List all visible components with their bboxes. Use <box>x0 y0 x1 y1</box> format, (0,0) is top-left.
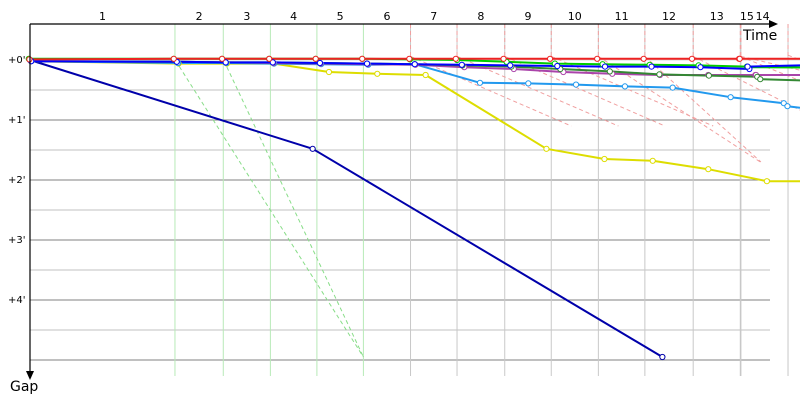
series-point <box>411 61 418 68</box>
lap-label: 13 <box>710 10 724 23</box>
series-point <box>406 55 413 62</box>
series-point <box>309 145 316 152</box>
lap-label: 5 <box>337 10 344 23</box>
lap-label: 11 <box>615 10 629 23</box>
series-point <box>688 55 696 62</box>
series-point <box>736 55 743 62</box>
series-layer <box>28 57 800 358</box>
y-axis-arrow-icon <box>26 371 34 380</box>
series-point <box>594 55 601 62</box>
series-point <box>697 64 704 71</box>
lap-label: 7 <box>430 10 437 23</box>
gap-label: +4' <box>8 295 26 306</box>
series-point <box>452 55 459 62</box>
series-point <box>648 63 655 70</box>
series-point <box>374 70 381 77</box>
lap-label: 14 <box>756 10 770 23</box>
gap-label: +2' <box>8 175 26 186</box>
series-point <box>621 83 629 90</box>
series-point <box>659 353 666 361</box>
grid-layer <box>30 24 800 376</box>
marker-layer <box>25 55 791 361</box>
leader-guide-line <box>644 56 762 163</box>
series-point <box>601 155 608 163</box>
y-axis-title: Gap <box>10 379 38 395</box>
x-axis-title: Time <box>742 28 777 44</box>
series-point <box>554 62 561 70</box>
series-point <box>170 55 177 62</box>
lap-label: 8 <box>477 10 484 23</box>
leader-guide-line <box>410 55 572 127</box>
lap-label: 2 <box>196 10 203 23</box>
lap-label: 9 <box>524 10 531 23</box>
series-point <box>363 60 371 67</box>
series-point <box>359 55 366 62</box>
lapped-guide-line <box>175 60 364 358</box>
series-line <box>31 60 800 70</box>
series-point <box>316 59 324 67</box>
series-point <box>784 103 791 110</box>
series-point <box>218 55 226 62</box>
series-point <box>727 94 734 101</box>
series-point <box>543 145 550 152</box>
series-point <box>325 68 333 76</box>
series-point <box>705 72 712 79</box>
series-point <box>640 55 647 62</box>
series-point <box>669 84 676 91</box>
series-line <box>31 60 800 109</box>
series-point <box>649 157 656 164</box>
series-point <box>525 80 532 87</box>
series-point <box>744 63 751 70</box>
axis-layer: Time Gap <box>10 20 778 395</box>
lap-label: 4 <box>290 10 297 23</box>
lap-label: 6 <box>383 10 390 23</box>
lap-label: 10 <box>568 10 582 23</box>
lap-label: 3 <box>243 10 250 23</box>
series-point <box>507 62 514 69</box>
leader-guide-line <box>740 55 800 71</box>
series-point <box>266 55 273 62</box>
lapped-guide-line <box>223 60 364 358</box>
lap-label: 12 <box>662 10 676 23</box>
leader-guide-line <box>598 55 761 163</box>
series-line <box>29 57 800 61</box>
series-point <box>26 56 33 63</box>
series-point <box>500 55 507 62</box>
series-point <box>606 68 613 75</box>
series-point <box>705 166 712 173</box>
series-point <box>312 55 319 62</box>
series-point <box>476 79 484 86</box>
series-line <box>31 60 800 185</box>
leader-guide-line <box>551 55 714 127</box>
series-point <box>269 59 276 66</box>
gap-label: +1' <box>8 115 26 126</box>
lap-label: 15 <box>740 10 754 23</box>
series-point <box>572 81 580 88</box>
series-point <box>757 76 764 83</box>
x-axis-arrow-icon <box>769 20 778 28</box>
series-point <box>546 55 554 62</box>
gap-label: +3' <box>8 235 26 246</box>
lap-label: 1 <box>99 10 106 23</box>
series-point <box>222 59 229 66</box>
series-point <box>422 71 429 79</box>
leader-guide-line <box>740 55 800 82</box>
series-point <box>458 61 465 68</box>
gap-label: +0' <box>8 55 26 66</box>
series-point <box>763 178 770 185</box>
series-point <box>601 63 609 70</box>
series-point <box>656 71 663 78</box>
